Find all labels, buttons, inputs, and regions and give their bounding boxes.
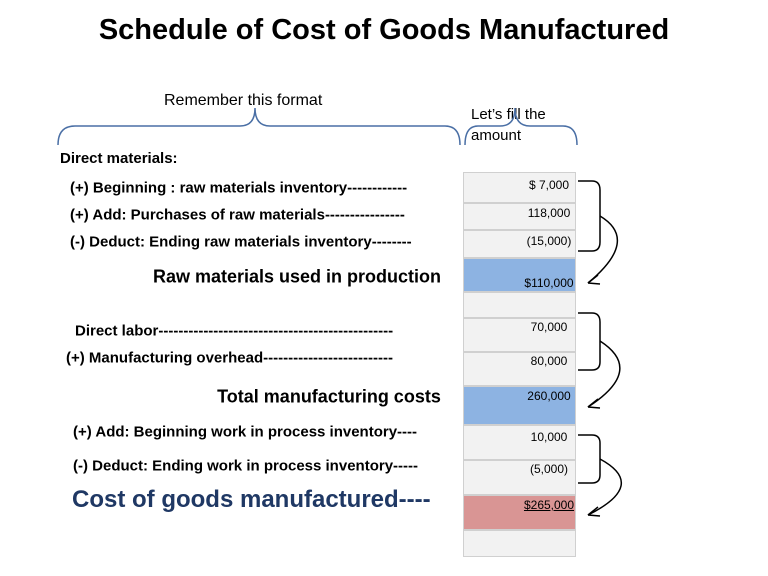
amount-cell	[463, 352, 576, 386]
arrow	[587, 340, 621, 408]
bracket	[578, 434, 601, 484]
row-label: Cost of goods manufactured----	[72, 486, 431, 513]
row-label: Total manufacturing costs	[217, 386, 441, 407]
arrow	[587, 215, 619, 284]
row-label: Raw materials used in production	[152, 266, 442, 287]
amount-cell	[463, 203, 576, 230]
amount: 118,000	[527, 206, 571, 220]
arrowhead	[587, 398, 601, 409]
amount: (15,000)	[526, 234, 572, 248]
amount-cell	[463, 386, 576, 425]
title: Schedule of Cost of Goods Manufactured	[98, 14, 670, 46]
arrow	[587, 458, 623, 516]
amount-cell	[463, 530, 576, 557]
arrowhead	[587, 274, 601, 285]
amount: 70,000	[530, 320, 568, 334]
bracket	[578, 312, 601, 371]
note: Let’s fill the amount	[471, 106, 546, 144]
amount: (5,000)	[529, 462, 569, 476]
row-label: Direct labor----------------------------…	[75, 322, 394, 340]
amount-cell	[463, 230, 576, 258]
amount-cell	[463, 495, 576, 530]
brace	[464, 107, 578, 146]
amount: 260,000	[527, 389, 571, 403]
amount-cell	[463, 258, 576, 292]
bracket	[578, 180, 601, 252]
brace	[57, 107, 461, 146]
row-label: (-) Deduct: Ending work in process inven…	[73, 457, 419, 475]
row-label: (+) Add: Beginning work in process inven…	[73, 423, 418, 441]
amount-cell	[463, 425, 576, 460]
note: Remember this format	[164, 92, 323, 109]
row-label: (+) Beginning : raw materials inventory-…	[70, 179, 408, 197]
amount-cell	[463, 318, 576, 352]
row-label: (-) Deduct: Ending raw materials invento…	[70, 233, 412, 251]
amount-cell	[463, 460, 576, 495]
amount: 10,000	[530, 430, 568, 444]
amount-cell	[463, 292, 576, 318]
amount-cell	[463, 172, 576, 203]
amount: $110,000	[524, 276, 574, 290]
arrowhead	[587, 506, 601, 517]
amount: $265,000	[523, 498, 575, 512]
amount: $ 7,000	[528, 178, 570, 192]
row-label: (+) Manufacturing overhead--------------…	[66, 349, 393, 367]
amount: 80,000	[530, 354, 568, 368]
row-label: (+) Add: Purchases of raw materials-----…	[70, 206, 405, 224]
section-heading: Direct materials:	[60, 150, 178, 167]
